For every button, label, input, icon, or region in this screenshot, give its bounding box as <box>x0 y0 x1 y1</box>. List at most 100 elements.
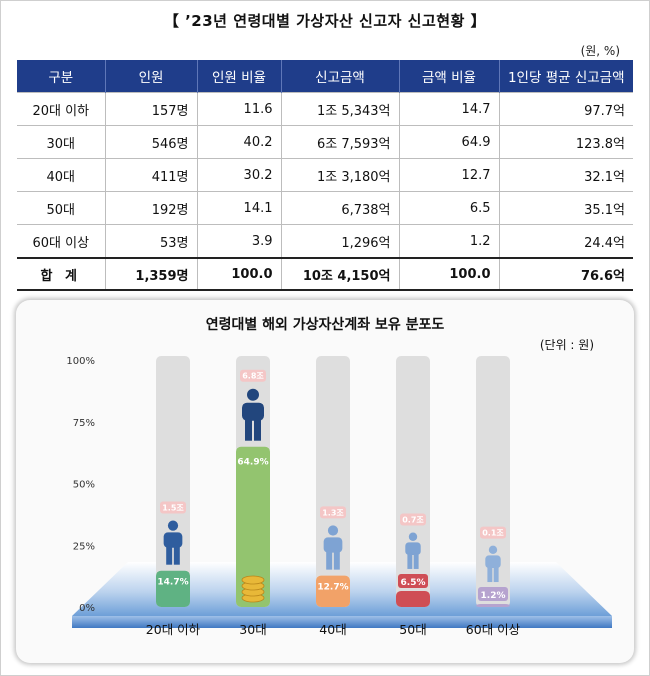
person-torso <box>405 542 421 555</box>
table-cell: 97.7억 <box>498 92 633 126</box>
value-label: 12.7% <box>317 583 348 593</box>
table-cell: 1.2 <box>398 224 499 258</box>
table-cell: 192명 <box>104 191 197 225</box>
table-row: 60대 이상 53명 3.9 1,296억 1.2 24.4억 <box>17 224 633 258</box>
amount-label: 1.5조 <box>162 503 184 512</box>
report-table: 구분 인원 인원 비율 신고금액 금액 비율 1인당 평균 신고금액 20대 이… <box>17 60 633 291</box>
chart-floor-base <box>72 616 612 628</box>
column-header: 구분 <box>17 60 105 93</box>
table-cell: 10조 4,150억 <box>280 257 399 291</box>
table-cell: 76.6억 <box>498 257 633 291</box>
x-tick-label: 20대 이하 <box>146 622 201 637</box>
person-head <box>488 545 498 555</box>
person-head <box>167 520 179 531</box>
bar-track <box>156 356 190 607</box>
table-cell: 50대 <box>17 191 105 225</box>
column-header: 금액 비율 <box>398 60 499 93</box>
table-row: 40대 411명 30.2 1조 3,180억 12.7 32.1억 <box>17 158 633 192</box>
amount-label-bg <box>240 369 266 382</box>
person-head <box>408 532 418 541</box>
bar <box>236 446 270 607</box>
value-label-bg <box>478 587 508 602</box>
table-cell: 12.7 <box>398 158 499 192</box>
x-tick-label: 40대 <box>319 622 346 637</box>
person-icon <box>163 520 183 565</box>
person-leg <box>245 418 252 441</box>
amount-label: 1.3조 <box>322 508 344 517</box>
table-cell: 1조 5,343억 <box>280 92 399 126</box>
table-cell: 1,296억 <box>280 224 399 258</box>
table-cell: 6,738억 <box>280 191 399 225</box>
table-row: 30대 546명 40.2 6조 7,593억 64.9 123.8억 <box>17 125 633 159</box>
person-leg <box>493 566 499 583</box>
x-tick-label: 50대 <box>399 622 426 637</box>
table-cell: 합 계 <box>17 257 105 291</box>
person-icon <box>405 532 421 569</box>
bar-track <box>316 356 350 607</box>
person-torso <box>485 555 501 569</box>
table-cell: 157명 <box>104 92 197 126</box>
column-header: 인원 <box>104 60 197 93</box>
table-cell: 3.9 <box>196 224 281 258</box>
chart-panel: 연령대별 해외 가상자산계좌 보유 분포도 (단위 : 원) 0% 25% 50% 7… <box>16 300 634 663</box>
x-tick-label: 60대 이상 <box>466 622 521 637</box>
amount-label-bg <box>320 506 346 519</box>
table-cell: 546명 <box>104 125 197 159</box>
value-label: 14.7% <box>157 578 188 588</box>
person-icon <box>323 525 343 570</box>
value-label: 6.5% <box>401 578 426 588</box>
bar-chart: 0% 25% 50% 75% 100% 14.7% 1.5조 20대 이하 64.9% 6.8조… <box>66 356 612 637</box>
person-leg <box>407 553 413 569</box>
table-cell: 60대 이상 <box>17 224 105 258</box>
table-cell: 35.1억 <box>498 191 633 225</box>
table-cell: 123.8억 <box>498 125 633 159</box>
bar <box>476 604 510 607</box>
table-cell: 100.0 <box>398 257 499 291</box>
person-leg <box>326 550 333 570</box>
table-cell: 20대 이하 <box>17 92 105 126</box>
person-leg <box>487 566 493 583</box>
table-header-row: 구분 인원 인원 비율 신고금액 금액 비율 1인당 평균 신고금액 <box>17 60 633 93</box>
person-head <box>247 388 259 401</box>
value-label: 64.9% <box>237 458 268 468</box>
table-cell: 11.6 <box>196 92 281 126</box>
column-header: 신고금액 <box>280 60 399 93</box>
y-tick-label: 100% <box>66 356 95 367</box>
table-cell: 6조 7,593억 <box>280 125 399 159</box>
amount-label-bg <box>160 501 186 514</box>
table-cell: 30.2 <box>196 158 281 192</box>
column-header: 인원 비율 <box>196 60 281 93</box>
table-row: 50대 192명 14.1 6,738억 6.5 35.1억 <box>17 191 633 225</box>
amount-label: 6.8조 <box>242 372 264 381</box>
person-leg <box>166 545 173 565</box>
bar-track <box>396 356 430 607</box>
y-tick-label: 75% <box>73 418 95 429</box>
bar <box>156 570 190 607</box>
table-cell: 32.1억 <box>498 158 633 192</box>
table-cell: 1조 3,180억 <box>280 158 399 192</box>
coin-stack-icon <box>241 575 265 585</box>
person-icon <box>485 545 501 583</box>
table-cell: 64.9 <box>398 125 499 159</box>
table-cell: 411명 <box>104 158 197 192</box>
table-total-row: 합 계 1,359명 100.0 10조 4,150억 100.0 76.6억 <box>17 257 633 291</box>
table-cell: 30대 <box>17 125 105 159</box>
amount-label: 0.1조 <box>482 529 504 538</box>
person-leg <box>173 545 180 565</box>
chart-unit-label: (단위 : 원) <box>539 338 594 352</box>
page-title: 【 ’23년 연령대별 가상자산 신고자 신고현황 】 <box>163 12 487 30</box>
bar <box>396 590 430 607</box>
y-tick-label: 25% <box>73 541 95 552</box>
amount-label-bg <box>480 526 506 539</box>
person-leg <box>254 418 261 441</box>
table-cell: 24.4억 <box>498 224 633 258</box>
value-label: 1.2% <box>481 591 506 601</box>
person-torso <box>242 402 264 421</box>
table-cell: 14.7 <box>398 92 499 126</box>
column-header: 1인당 평균 신고금액 <box>498 60 633 93</box>
person-leg <box>333 550 340 570</box>
table-cell: 40.2 <box>196 125 281 159</box>
table-cell: 1,359명 <box>104 257 197 291</box>
y-tick-label: 50% <box>73 480 95 491</box>
y-tick-label: 0% <box>79 603 95 614</box>
